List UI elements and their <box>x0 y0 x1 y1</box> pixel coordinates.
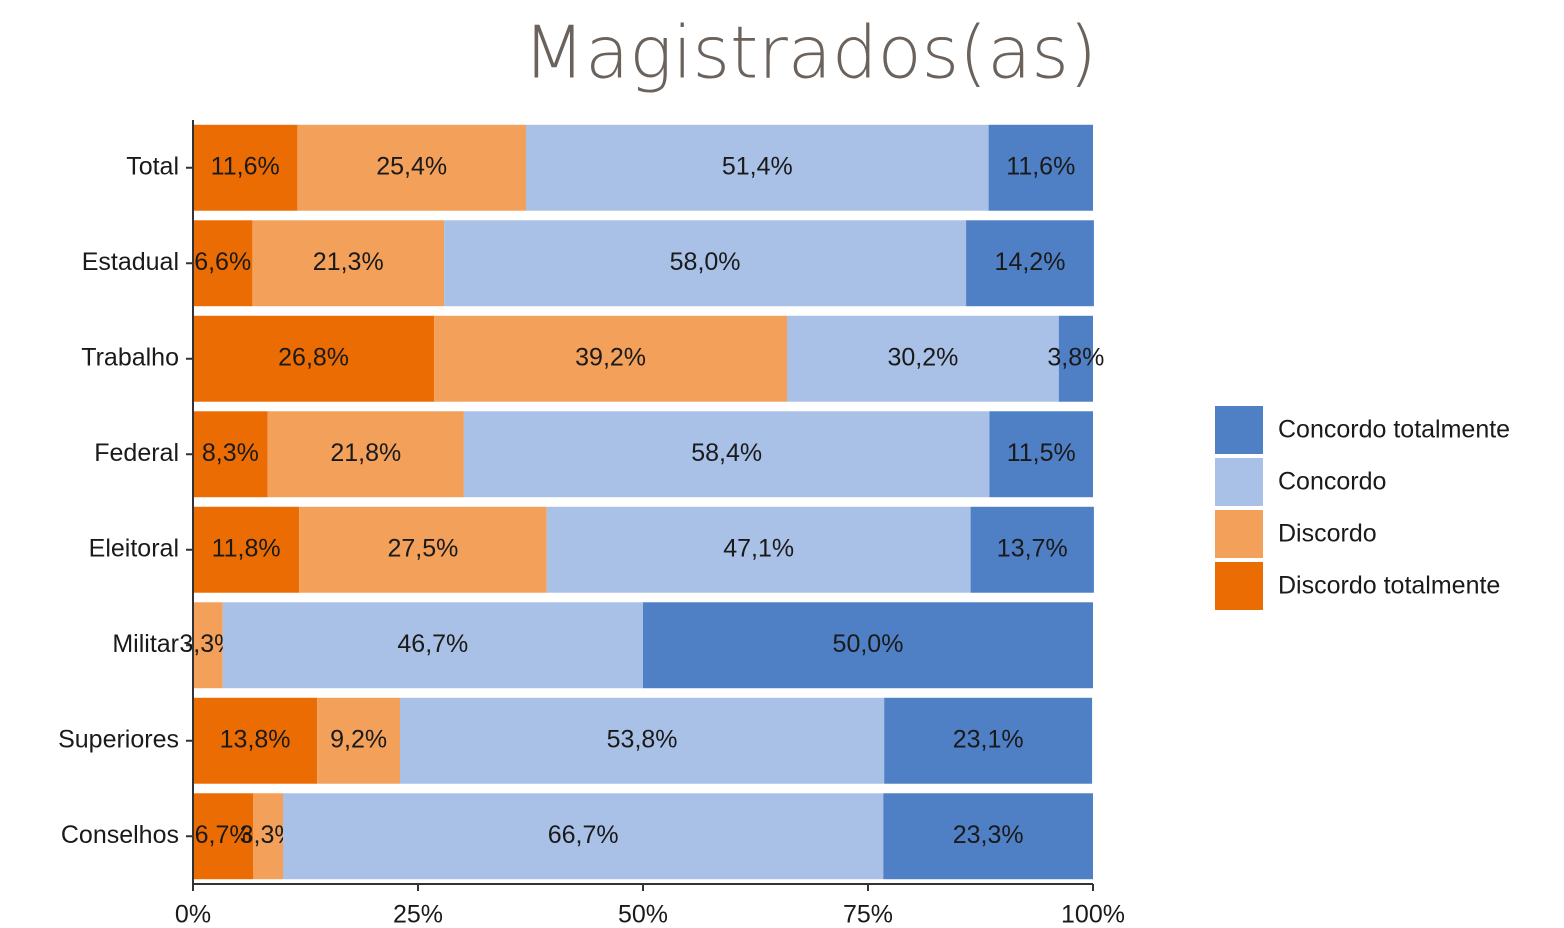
value-label: 27,5% <box>388 534 459 562</box>
bar-segment <box>193 411 268 498</box>
value-label: 11,5% <box>1007 439 1076 467</box>
chart-title: Magistrados(as) <box>523 11 1097 95</box>
bar-segment <box>989 411 1093 498</box>
legend-label: Concordo totalmente <box>1278 416 1510 444</box>
bar-segment <box>1058 315 1093 402</box>
value-label: 8,3% <box>202 439 259 467</box>
value-label: 39,2% <box>575 343 646 371</box>
y-tick-label: Estadual <box>82 248 179 276</box>
y-tick-label: Militar <box>112 630 179 658</box>
bar-segment <box>193 793 254 880</box>
bar-segment <box>643 602 1093 689</box>
bar-segment <box>193 220 253 307</box>
value-label: 23,3% <box>953 821 1024 849</box>
bar-segment <box>193 602 223 689</box>
value-label: 14,2% <box>995 248 1066 276</box>
bar-segment <box>222 602 643 689</box>
bar-segment <box>193 697 318 784</box>
legend-label: Discordo <box>1278 520 1377 548</box>
value-label: 13,8% <box>220 725 291 753</box>
bar-segment <box>193 315 435 402</box>
bar-segment <box>463 411 990 498</box>
value-label: 46,7% <box>397 630 468 658</box>
value-label: 3,8% <box>1047 343 1104 371</box>
bar-segment <box>193 506 300 593</box>
value-label: 6,7% <box>195 821 252 849</box>
value-label: 26,8% <box>278 343 349 371</box>
value-label: 21,3% <box>313 248 384 276</box>
y-tick-label: Superiores <box>58 725 179 753</box>
bar-segment <box>400 697 885 784</box>
x-tick-label: 75% <box>843 901 893 928</box>
bar-segment <box>297 124 526 211</box>
x-tick-label: 0% <box>175 901 211 928</box>
bar-segment <box>966 220 1094 307</box>
value-label: 23,1% <box>953 725 1024 753</box>
bar-segment <box>444 220 967 307</box>
legend-label: Concordo <box>1278 468 1386 496</box>
x-tick-label: 100% <box>1061 901 1125 928</box>
value-label: 47,1% <box>723 534 794 562</box>
x-tick-label: 50% <box>618 901 668 928</box>
bar-segment <box>546 506 971 593</box>
bar-segment <box>317 697 400 784</box>
value-label: 11,6% <box>211 152 280 180</box>
value-label: 11,6% <box>1006 152 1075 180</box>
bar-segment <box>787 315 1059 402</box>
bar-segment <box>283 793 884 880</box>
bar-segment <box>267 411 464 498</box>
value-label: 25,4% <box>376 152 447 180</box>
value-label: 58,4% <box>691 439 762 467</box>
value-label: 50,0% <box>833 630 904 658</box>
value-label: 53,8% <box>607 725 678 753</box>
legend-swatch <box>1215 406 1263 454</box>
value-label: 51,4% <box>722 152 793 180</box>
y-tick-label: Federal <box>94 439 179 467</box>
value-label: 58,0% <box>670 248 741 276</box>
x-tick-label: 25% <box>393 901 443 928</box>
bar-segment <box>193 124 298 211</box>
bar-segment <box>883 793 1093 880</box>
legend-label: Discordo totalmente <box>1278 572 1500 600</box>
bar-segment <box>252 220 445 307</box>
value-label: 30,2% <box>887 343 958 371</box>
y-tick-label: Trabalho <box>81 343 179 371</box>
bar-segment <box>526 124 989 211</box>
value-label: 13,7% <box>997 534 1068 562</box>
value-label: 66,7% <box>548 821 619 849</box>
bar-segment <box>988 124 1093 211</box>
value-label: 9,2% <box>330 725 387 753</box>
y-tick-label: Conselhos <box>61 821 179 849</box>
value-label: 11,8% <box>212 534 281 562</box>
bar-segment <box>970 506 1094 593</box>
value-label: 21,8% <box>330 439 401 467</box>
legend-swatch <box>1215 510 1263 558</box>
y-tick-label: Eleitoral <box>89 534 179 562</box>
value-label: 6,6% <box>194 248 251 276</box>
bar-segment <box>434 315 787 402</box>
y-tick-label: Total <box>126 152 179 180</box>
legend-swatch <box>1215 458 1263 506</box>
bar-segment <box>299 506 547 593</box>
bar-segment <box>884 697 1093 784</box>
bar-segment <box>253 793 283 880</box>
legend-swatch <box>1215 562 1263 610</box>
